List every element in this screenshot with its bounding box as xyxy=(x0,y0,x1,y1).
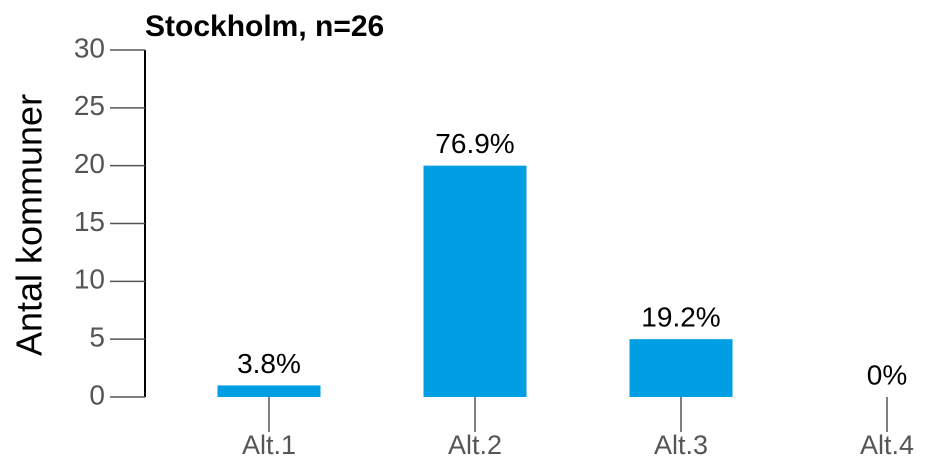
bar xyxy=(217,385,321,397)
chart-title: Stockholm, n=26 xyxy=(145,10,384,43)
x-tick-label: Alt.3 xyxy=(654,430,708,460)
y-tick-label: 0 xyxy=(89,379,105,410)
y-tick-label: 20 xyxy=(74,148,105,179)
value-label: 76.9% xyxy=(435,128,514,159)
value-label: 0% xyxy=(867,359,907,390)
y-tick-label: 15 xyxy=(74,206,105,237)
bar xyxy=(629,339,733,397)
y-tick-label: 30 xyxy=(74,32,105,63)
value-label: 3.8% xyxy=(237,348,301,379)
bar xyxy=(423,165,527,397)
y-tick-label: 10 xyxy=(74,264,105,295)
x-tick-label: Alt.1 xyxy=(242,430,296,460)
value-label: 19.2% xyxy=(641,302,720,333)
y-tick-label: 25 xyxy=(74,90,105,121)
x-tick-label: Alt.4 xyxy=(860,430,914,460)
y-tick-label: 5 xyxy=(89,322,105,353)
y-axis-label: Antal kommuner xyxy=(9,94,50,356)
x-tick-label: Alt.2 xyxy=(448,430,502,460)
